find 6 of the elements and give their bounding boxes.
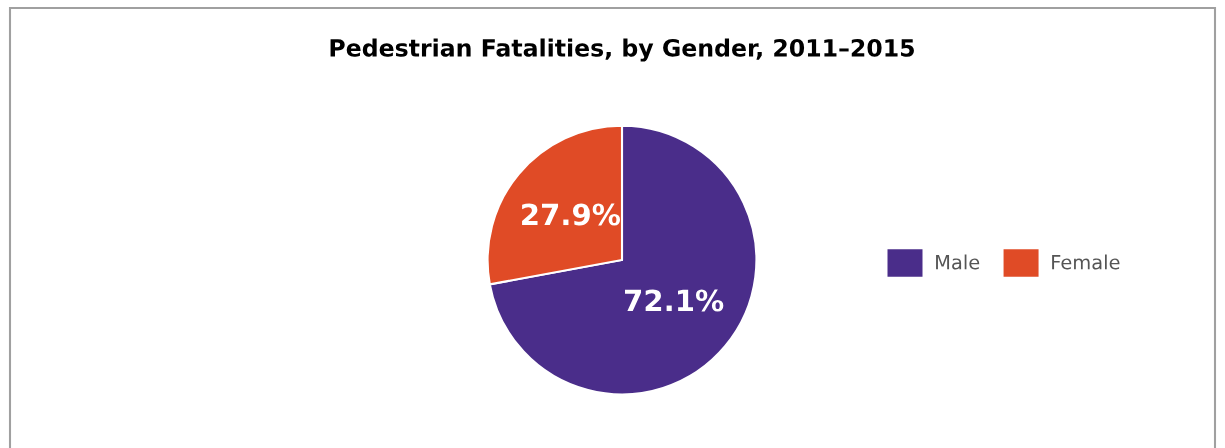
data-label: 72.1% [625,289,724,312]
legend-label: Female [1052,254,1120,270]
legend-label: Male [936,254,980,270]
pie-slice [488,124,758,396]
data-label: 27.9% [522,203,621,226]
chart-title: Pedestrian Fatalities, by Gender, 2011–2015 [330,38,914,62]
